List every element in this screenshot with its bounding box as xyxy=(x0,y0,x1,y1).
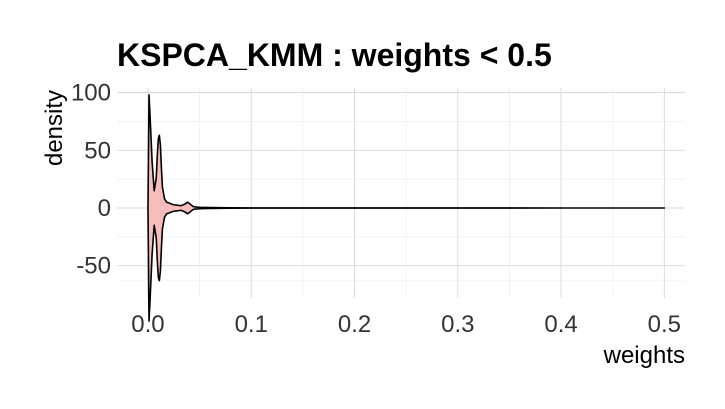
y-tick-label: 0 xyxy=(98,195,111,222)
y-tick-label: 100 xyxy=(71,80,111,107)
x-tick-label: 0.1 xyxy=(235,311,268,338)
x-tick-label: 0.5 xyxy=(648,311,681,338)
y-tick-label: 50 xyxy=(84,137,111,164)
violin-outline xyxy=(147,94,666,322)
y-tick-label: -50 xyxy=(76,253,111,280)
x-tick-label: 0.3 xyxy=(441,311,474,338)
x-axis-ticks: 0.0 0.1 0.2 0.3 0.4 0.5 xyxy=(131,311,681,338)
x-tick-label: 0.0 xyxy=(131,311,164,338)
grid xyxy=(117,88,685,298)
y-axis-title: density xyxy=(41,90,68,166)
x-tick-label: 0.2 xyxy=(338,311,371,338)
y-axis-ticks: 100 50 0 -50 xyxy=(71,80,111,280)
chart-title: KSPCA_KMM : weights < 0.5 xyxy=(117,37,552,73)
x-tick-label: 0.4 xyxy=(544,311,577,338)
violin-fill xyxy=(147,94,194,322)
x-axis-title: weights xyxy=(603,342,685,369)
violin-shape xyxy=(147,94,666,322)
